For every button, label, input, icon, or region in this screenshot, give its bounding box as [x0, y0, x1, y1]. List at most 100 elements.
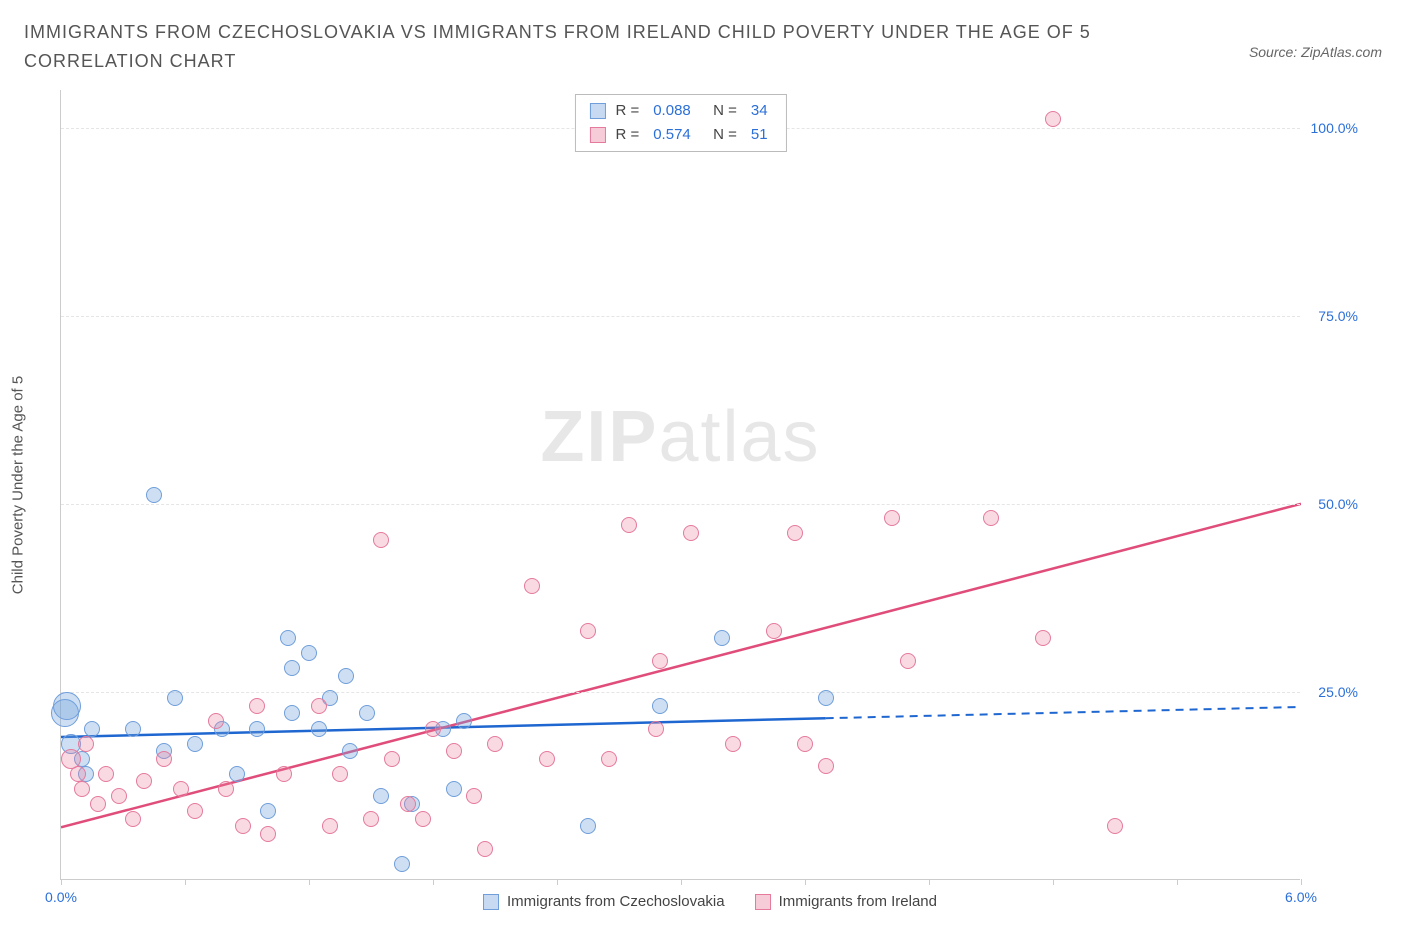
data-point-czechoslovakia [359, 705, 375, 721]
data-point-ireland [187, 803, 203, 819]
data-point-czechoslovakia [652, 698, 668, 714]
regression-line-extrapolated-czechoslovakia [826, 707, 1301, 718]
stat-r-label: R = [615, 99, 639, 123]
data-point-czechoslovakia [373, 788, 389, 804]
data-point-czechoslovakia [394, 856, 410, 872]
stat-r-label: R = [615, 123, 639, 147]
data-point-czechoslovakia [187, 736, 203, 752]
legend-item-ireland: Immigrants from Ireland [755, 893, 937, 910]
x-tick [1053, 879, 1054, 885]
legend-swatch [755, 894, 771, 910]
stat-n-label: N = [705, 123, 737, 147]
data-point-czechoslovakia [84, 721, 100, 737]
stat-r-value: 0.574 [653, 123, 691, 147]
watermark-bold: ZIP [540, 397, 658, 477]
data-point-ireland [332, 766, 348, 782]
x-tick [185, 879, 186, 885]
x-tick-label: 6.0% [1285, 889, 1317, 905]
data-point-czechoslovakia [446, 781, 462, 797]
x-tick [61, 879, 62, 885]
data-point-ireland [70, 766, 86, 782]
data-point-ireland [90, 796, 106, 812]
y-axis-label: Child Poverty Under the Age of 5 [10, 376, 27, 594]
swatch-pink [589, 127, 605, 143]
data-point-ireland [1035, 630, 1051, 646]
data-point-ireland [648, 721, 664, 737]
y-tick-label: 75.0% [1318, 308, 1358, 324]
stat-row: R =0.088 N =34 [589, 99, 771, 123]
watermark: ZIPatlas [540, 396, 820, 478]
data-point-ireland [477, 841, 493, 857]
data-point-ireland [1107, 818, 1123, 834]
stat-row: R = 0.574 N = 51 [589, 123, 771, 147]
legend-item-czechoslovakia: Immigrants from Czechoslovakia [483, 893, 725, 910]
data-point-ireland [766, 623, 782, 639]
legend-swatch [483, 894, 499, 910]
data-point-czechoslovakia [260, 803, 276, 819]
data-point-czechoslovakia [249, 721, 265, 737]
data-point-ireland [900, 653, 916, 669]
source-attribution: Source: ZipAtlas.com [1249, 44, 1382, 60]
data-point-ireland [249, 698, 265, 714]
data-point-ireland [322, 818, 338, 834]
data-point-czechoslovakia [301, 645, 317, 661]
data-point-ireland [1045, 111, 1061, 127]
data-point-ireland [621, 517, 637, 533]
plot-area: ZIPatlas R =0.088 N =34R =0.574 N =51 25… [60, 90, 1300, 880]
data-point-ireland [425, 721, 441, 737]
x-tick [1177, 879, 1178, 885]
data-point-ireland [446, 743, 462, 759]
data-point-ireland [415, 811, 431, 827]
plot-wrap: Child Poverty Under the Age of 5 ZIPatla… [60, 90, 1360, 880]
x-tick-label: 0.0% [45, 889, 77, 905]
data-point-czechoslovakia [284, 660, 300, 676]
data-point-czechoslovakia [53, 692, 81, 720]
data-point-czechoslovakia [284, 705, 300, 721]
data-point-czechoslovakia [229, 766, 245, 782]
stat-n-label: N = [705, 99, 737, 123]
source-prefix: Source: [1249, 44, 1301, 60]
legend-label: Immigrants from Ireland [779, 893, 937, 910]
data-point-ireland [384, 751, 400, 767]
data-point-ireland [218, 781, 234, 797]
data-point-ireland [74, 781, 90, 797]
data-point-ireland [466, 788, 482, 804]
x-tick [309, 879, 310, 885]
data-point-czechoslovakia [146, 487, 162, 503]
legend-label: Immigrants from Czechoslovakia [507, 893, 725, 910]
x-tick [557, 879, 558, 885]
data-point-ireland [725, 736, 741, 752]
data-point-ireland [787, 525, 803, 541]
data-point-czechoslovakia [167, 690, 183, 706]
data-point-ireland [487, 736, 503, 752]
data-point-ireland [78, 736, 94, 752]
x-tick [805, 879, 806, 885]
data-point-czechoslovakia [818, 690, 834, 706]
data-point-czechoslovakia [311, 721, 327, 737]
data-point-ireland [683, 525, 699, 541]
data-point-czechoslovakia [125, 721, 141, 737]
data-point-ireland [98, 766, 114, 782]
x-tick [1301, 879, 1302, 885]
data-point-ireland [539, 751, 555, 767]
title-bar: IMMIGRANTS FROM CZECHOSLOVAKIA VS IMMIGR… [0, 0, 1406, 76]
data-point-ireland [363, 811, 379, 827]
data-point-czechoslovakia [338, 668, 354, 684]
stat-n-value: 34 [751, 99, 768, 123]
data-point-ireland [524, 578, 540, 594]
gridline [61, 504, 1300, 505]
data-point-czechoslovakia [342, 743, 358, 759]
data-point-ireland [208, 713, 224, 729]
stat-n-value: 51 [751, 123, 768, 147]
data-point-ireland [125, 811, 141, 827]
x-tick [929, 879, 930, 885]
data-point-czechoslovakia [456, 713, 472, 729]
data-point-ireland [580, 623, 596, 639]
stat-box: R =0.088 N =34R =0.574 N =51 [574, 94, 786, 152]
data-point-ireland [797, 736, 813, 752]
source-name: ZipAtlas.com [1301, 44, 1382, 60]
data-point-czechoslovakia [580, 818, 596, 834]
chart-title: IMMIGRANTS FROM CZECHOSLOVAKIA VS IMMIGR… [24, 18, 1124, 76]
regression-lines [61, 90, 1301, 880]
data-point-ireland [818, 758, 834, 774]
